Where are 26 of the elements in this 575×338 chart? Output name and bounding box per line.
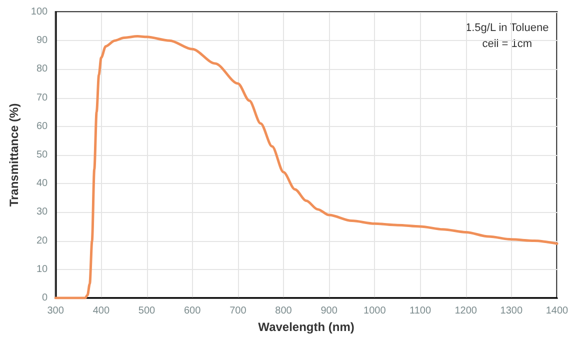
y-tick-label: 20 [36,235,48,246]
y-tick-label: 80 [36,64,48,75]
y-tick-label: 90 [36,35,48,46]
x-tick-label: 700 [230,306,247,316]
x-tick-label: 900 [320,306,338,316]
y-tick-label: 40 [36,178,48,190]
y-tick-label: 30 [36,206,48,218]
x-tick-label: 800 [275,306,292,316]
x-tick-label: 300 [47,306,64,316]
y-tick-label: 50 [36,150,48,160]
y-tick-label: 70 [36,92,48,104]
x-tick-label: 1100 [409,306,432,316]
y-tick-label: 60 [36,120,48,132]
x-tick-label: 1200 [454,306,478,316]
y-tick-label: 0 [42,292,48,304]
x-axis-title: Wavelength (nm) [258,320,354,334]
x-tick-label: 600 [184,306,202,316]
y-tick-label: 10 [36,264,48,275]
x-tick-label: 1400 [546,306,569,316]
annotation: 1.5g/L in Toluene [466,22,549,34]
y-axis-title: Transmittance (%) [7,103,21,207]
x-tick-label: 400 [92,306,110,316]
y-tick-label: 100 [30,6,48,18]
x-tick-label: 500 [138,306,156,316]
x-tick-label: 1300 [500,306,523,316]
x-tick-label: 1000 [364,306,386,316]
